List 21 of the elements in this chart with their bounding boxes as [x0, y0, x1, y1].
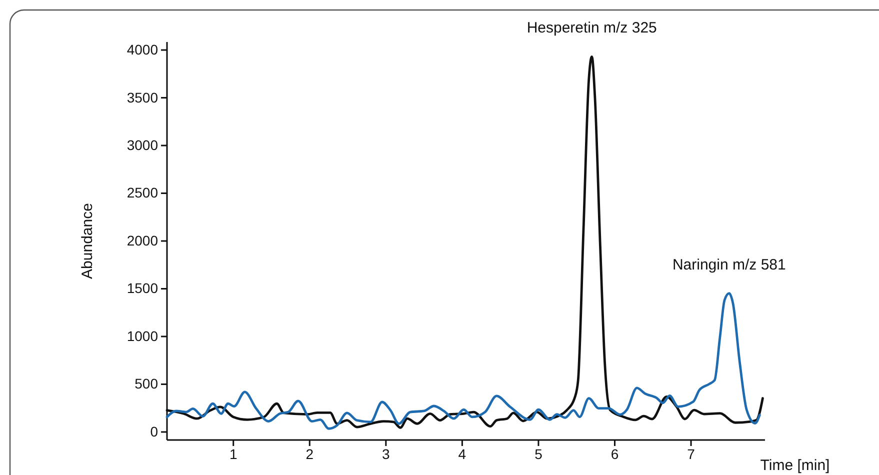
x-axis-title: Time [min] [760, 457, 830, 474]
y-tick-label: 2000 [126, 232, 158, 248]
y-tick-label: 2500 [126, 184, 158, 201]
x-tick-label: 6 [610, 446, 619, 462]
x-tick-label: 4 [458, 446, 466, 462]
x-tick-label: 2 [306, 446, 314, 462]
y-tick-label: 0 [150, 423, 158, 440]
x-tick-label: 3 [382, 446, 390, 462]
y-tick-label: 1500 [126, 280, 158, 296]
annotation: Naringin m/z 581 [672, 256, 786, 274]
annotation: Hesperetin m/z 325 [526, 20, 657, 37]
x-tick-label: 1 [229, 446, 238, 462]
y-tick-label: 1000 [126, 328, 158, 344]
y-tick-label: 3000 [126, 136, 158, 153]
y-tick-label: 4000 [126, 42, 158, 58]
y-tick-label: 3500 [126, 89, 158, 106]
x-tick-label: 7 [687, 446, 696, 462]
x-tick-label: 5 [534, 446, 543, 462]
line-series [166, 292, 761, 430]
y-axis-title: Abundance [79, 203, 96, 279]
y-tick-label: 500 [134, 376, 158, 392]
